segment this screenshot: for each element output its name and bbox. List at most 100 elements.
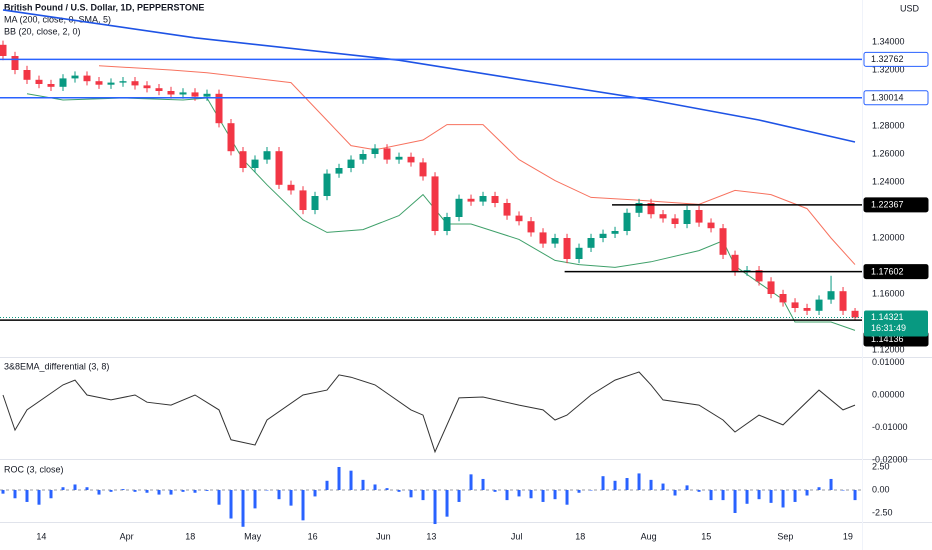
- candle-body: [815, 299, 823, 311]
- candle-body: [779, 294, 787, 303]
- candle-body: [239, 151, 247, 168]
- candle-body: [707, 222, 715, 229]
- roc-bar: [529, 489, 533, 499]
- x-tick-label: Aug: [641, 531, 657, 541]
- x-tick-label: Jul: [511, 531, 523, 541]
- roc-bar: [493, 489, 497, 492]
- roc-bar: [793, 489, 797, 502]
- candle-body: [251, 159, 259, 168]
- level-label: 1.30014: [871, 93, 904, 103]
- candle-body: [647, 203, 655, 215]
- candle-body: [563, 238, 571, 259]
- candle-body: [347, 159, 355, 168]
- roc-bar: [817, 487, 821, 490]
- candle-body: [371, 148, 379, 154]
- pane-title: ROC (3, close): [4, 464, 64, 474]
- roc-bar: [457, 489, 461, 502]
- candle-body: [287, 184, 295, 191]
- y-tick-label: 1.32000: [872, 64, 905, 74]
- roc-bar: [181, 489, 185, 492]
- roc-bar: [157, 489, 161, 495]
- candle-body: [179, 92, 187, 95]
- y-tick-label: 0.01000: [872, 357, 905, 367]
- roc-bar: [217, 489, 221, 505]
- roc-bar: [361, 479, 365, 490]
- roc-bar: [301, 489, 305, 521]
- roc-bar: [589, 489, 593, 491]
- y-tick-label: 1.16000: [872, 288, 905, 298]
- legend-entry: BB (20, close, 2, 0): [4, 26, 81, 36]
- roc-bar: [265, 489, 269, 491]
- roc-bar: [385, 488, 389, 490]
- candle-body: [803, 308, 811, 311]
- y-tick-label: -0.01000: [872, 422, 908, 432]
- candle-body: [383, 148, 391, 160]
- candle-body: [155, 88, 163, 91]
- candle-body: [407, 156, 415, 163]
- level-label-box: [863, 51, 929, 67]
- candle-body: [623, 212, 631, 231]
- roc-bar: [121, 489, 125, 490]
- candle-body: [167, 91, 175, 95]
- candle-body: [227, 123, 235, 152]
- roc-bar: [553, 489, 557, 500]
- candle-body: [263, 151, 271, 160]
- roc-bar: [85, 487, 89, 490]
- roc-bar: [409, 489, 413, 498]
- roc-bar: [709, 489, 713, 501]
- roc-bar: [649, 479, 653, 490]
- roc-bar: [613, 480, 617, 490]
- level-label-box: [863, 197, 929, 213]
- candle-body: [695, 210, 703, 223]
- candle-body: [719, 228, 727, 255]
- roc-bar: [289, 489, 293, 506]
- candle-body: [827, 291, 835, 300]
- y-tick-label: 1.28000: [872, 120, 905, 130]
- candle-body: [107, 82, 115, 85]
- roc-bar: [469, 474, 473, 490]
- level-label-box: [863, 264, 929, 280]
- roc-bar: [745, 489, 749, 504]
- candle-body: [95, 81, 103, 85]
- y-tick-label: 1.34000: [872, 36, 905, 46]
- indicator-line: [2, 9, 856, 143]
- indicator-line: [98, 65, 856, 265]
- candle-body: [215, 93, 223, 124]
- roc-bar: [205, 489, 209, 491]
- roc-bar: [169, 489, 173, 495]
- candle-body: [203, 93, 211, 97]
- oscillator-line: [2, 371, 856, 454]
- roc-bar: [313, 489, 317, 497]
- candle-body: [431, 176, 439, 231]
- y-tick-label: -2.50: [872, 507, 893, 517]
- candle-body: [479, 196, 487, 202]
- roc-bar: [769, 489, 773, 503]
- candle-body: [755, 270, 763, 282]
- x-tick-label: 18: [575, 531, 585, 541]
- roc-bar: [1, 489, 5, 494]
- candle-body: [599, 233, 607, 238]
- roc-bar: [37, 489, 41, 505]
- roc-bar: [397, 489, 401, 492]
- roc-bar: [25, 489, 29, 502]
- candle-body: [71, 75, 79, 79]
- legend-entry: MA (200, close, 0, SMA, 5): [4, 14, 111, 24]
- candle-body: [143, 85, 151, 89]
- x-tick-label: 19: [843, 531, 853, 541]
- roc-bar: [133, 489, 137, 492]
- candle-body: [47, 84, 55, 87]
- candle-body: [323, 173, 331, 196]
- roc-bar: [13, 489, 17, 499]
- roc-bar: [721, 489, 725, 501]
- candle-body: [455, 198, 463, 217]
- candle-body: [119, 81, 127, 83]
- y-tick-label: 0.00: [872, 484, 890, 494]
- y-tick-label: 1.24000: [872, 176, 905, 186]
- candle-body: [443, 217, 451, 231]
- roc-bar: [97, 489, 101, 495]
- roc-bar: [373, 484, 377, 490]
- roc-bar: [61, 487, 65, 490]
- roc-bar: [241, 489, 245, 527]
